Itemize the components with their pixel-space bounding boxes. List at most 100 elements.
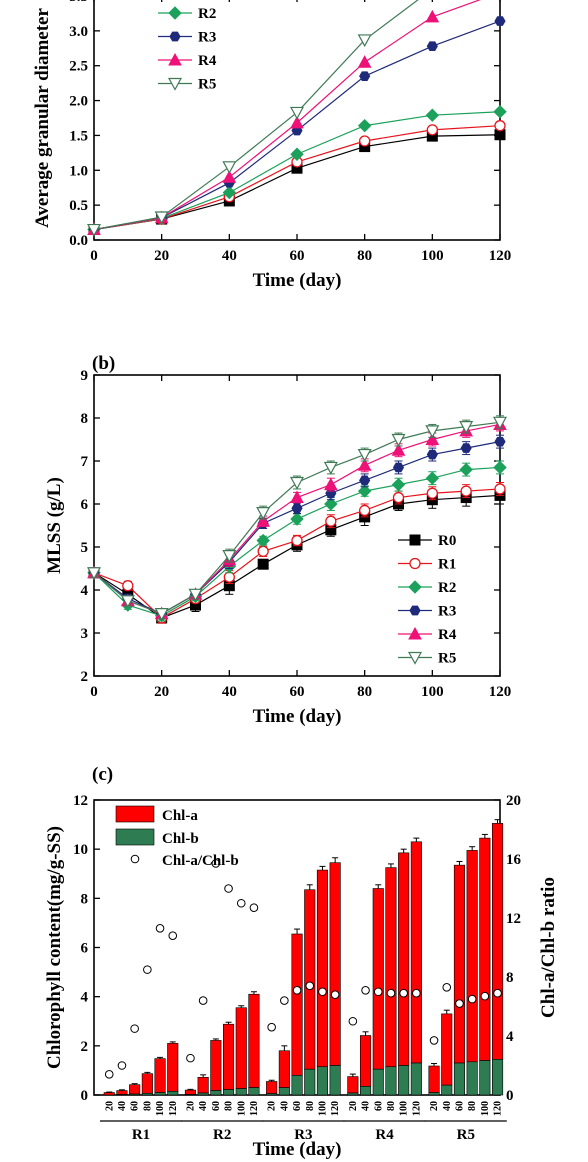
ratio-point xyxy=(198,996,208,1005)
bar-chla xyxy=(291,933,303,1076)
legend-marker xyxy=(168,6,182,20)
legend-marker xyxy=(408,626,422,640)
sub-label: 40 xyxy=(198,1101,209,1111)
legend-marker xyxy=(409,557,421,570)
sub-label: 20 xyxy=(267,1101,278,1111)
plot-area xyxy=(86,0,507,237)
x-tick-label: 40 xyxy=(222,248,237,264)
sub-label: 60 xyxy=(130,1101,141,1111)
data-point-r2 xyxy=(493,460,507,475)
bar-chla xyxy=(491,823,504,1060)
y-tick-label: 1.5 xyxy=(69,128,88,144)
sub-label: 20 xyxy=(348,1101,359,1111)
ratio-point xyxy=(480,991,490,1001)
bar-chlb xyxy=(210,1090,222,1096)
bar-chlb xyxy=(329,1065,341,1096)
bar-chla xyxy=(428,1065,440,1093)
data-point-r1 xyxy=(223,571,235,583)
data-point-r1 xyxy=(122,580,134,592)
legend-marker xyxy=(169,31,181,42)
y-tick-label: 3.0 xyxy=(69,24,88,40)
series-r5 xyxy=(86,415,508,621)
data-point-r1 xyxy=(325,515,337,527)
sub-label: 40 xyxy=(279,1101,290,1111)
bar-chla xyxy=(316,869,329,1068)
y-axis-label: Chlorophyll content(mg/g-SS) xyxy=(44,826,65,1069)
ratio-point xyxy=(104,1070,114,1079)
y-tick-label: 2.5 xyxy=(69,59,88,75)
data-point-r2 xyxy=(425,471,440,485)
bar-chlb xyxy=(316,1066,329,1096)
ratio-point xyxy=(330,990,340,1000)
data-point-r5 xyxy=(391,433,406,447)
ratio-point xyxy=(292,985,302,995)
data-point-r2 xyxy=(290,512,304,526)
data-point-r2 xyxy=(391,477,406,492)
bar-chlb xyxy=(248,1087,260,1096)
ratio-point xyxy=(412,988,421,998)
y-tick-label: 2 xyxy=(81,1039,89,1055)
y-tick-label: 0.0 xyxy=(69,233,88,249)
data-point-r4 xyxy=(425,432,440,445)
data-point-r5 xyxy=(492,416,508,430)
data-point-r5 xyxy=(357,34,372,48)
ratio-point xyxy=(186,1053,195,1063)
y-axis-label: Average granular diameter xyxy=(32,8,53,228)
data-point-r2 xyxy=(256,533,270,548)
chart-a: 0 20 40 60 80 100 120 0.0 0.5 1.0 1.5 2.0 2.5 3.0 3.5 T… xyxy=(32,0,511,291)
legend-label: R5 xyxy=(198,77,216,93)
data-point-r2 xyxy=(324,497,338,511)
bar-chla xyxy=(141,1073,153,1094)
sub-label: 80 xyxy=(142,1101,153,1111)
data-point-r1 xyxy=(426,124,438,136)
bar-group-r5: 20 40 60 80 100 120 R5 xyxy=(424,819,507,1143)
sub-label: 120 xyxy=(493,1101,504,1116)
legend-label: Chl-a xyxy=(162,808,198,824)
bar-chlb xyxy=(410,1062,422,1096)
bar-chlb xyxy=(491,1059,504,1096)
sub-label: 100 xyxy=(399,1101,410,1116)
sub-label: 20 xyxy=(104,1101,115,1111)
sub-label: 120 xyxy=(330,1101,341,1116)
bar-chlb xyxy=(278,1087,290,1096)
group-label: R3 xyxy=(294,1127,312,1143)
sub-label: 40 xyxy=(117,1101,128,1111)
ratio-point xyxy=(455,999,464,1008)
x-tick-label: 40 xyxy=(222,684,237,700)
y-tick-label: 0.5 xyxy=(69,198,88,214)
data-point-r1 xyxy=(460,485,472,497)
legend-marker xyxy=(168,52,182,66)
data-point-r4 xyxy=(323,477,338,491)
data-point-r4 xyxy=(290,490,304,504)
ratio-point xyxy=(305,981,315,991)
legend-marker xyxy=(407,651,423,665)
ratio-point xyxy=(318,987,327,997)
data-point-r5 xyxy=(86,223,102,237)
sub-label: 80 xyxy=(467,1101,478,1111)
y-tick-label: 6 xyxy=(81,941,89,957)
bar-chlb xyxy=(372,1068,384,1096)
data-point-r4 xyxy=(425,9,440,23)
bar-chlb xyxy=(291,1075,303,1096)
chart-b: 0 20 40 60 80 100 120 2 3 4 5 6 7 8 9 Time (day) MLSS (g… xyxy=(44,353,511,727)
legend-label: R4 xyxy=(438,627,457,643)
ratio-point xyxy=(493,988,502,998)
y-tick-label: 12 xyxy=(73,793,88,809)
y-tick-label: 5 xyxy=(81,540,89,556)
bar-chlb xyxy=(223,1089,235,1096)
data-point-r1 xyxy=(494,120,506,132)
ratio-point xyxy=(280,996,289,1005)
data-point-r3 xyxy=(359,475,371,486)
bar-chlb xyxy=(167,1091,179,1096)
sub-label: 60 xyxy=(211,1101,222,1111)
x-axis-label: Time (day) xyxy=(253,1139,342,1160)
data-point-r1 xyxy=(359,135,371,147)
data-point-r3 xyxy=(460,443,472,453)
bar-chlb xyxy=(441,1084,453,1096)
bar-chlb xyxy=(347,1092,359,1096)
sub-label: 100 xyxy=(317,1101,328,1116)
data-point-r4 xyxy=(256,514,271,527)
bar-chla xyxy=(479,837,491,1061)
